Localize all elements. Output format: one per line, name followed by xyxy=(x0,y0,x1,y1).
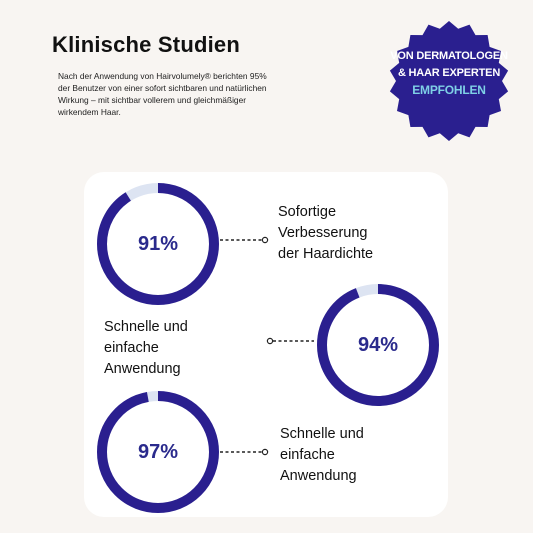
badge-seal-icon xyxy=(389,21,509,141)
stat-ring-1: 91% xyxy=(94,180,222,308)
connector-line xyxy=(220,448,269,456)
stat-label: Schnelle und einfache Anwendung xyxy=(280,426,364,484)
connector-line xyxy=(266,337,314,345)
badge-line-1: VON DERMATOLOGEN xyxy=(390,50,508,62)
stat-value: 94% xyxy=(357,333,399,356)
connector-line xyxy=(220,236,269,244)
stat-ring-2: 94% xyxy=(314,281,442,409)
ring-progress xyxy=(317,284,439,406)
stat-value: 97% xyxy=(137,440,179,463)
ring-progress xyxy=(97,391,219,513)
stat-label: Sofortige Verbesserung der Haardichte xyxy=(278,204,374,262)
recommendation-badge: VON DERMATOLOGEN & HAAR EXPERTEN EMPFOHL… xyxy=(388,20,510,142)
stat-label: Schnelle und einfache Anwendung xyxy=(104,319,188,377)
badge-line-2: & HAAR EXPERTEN xyxy=(397,67,501,79)
badge-line-3: EMPFOHLEN xyxy=(412,83,486,97)
stat-value: 91% xyxy=(137,232,179,255)
intro-text: Nach der Anwendung von Hairvolumely® ber… xyxy=(58,71,267,117)
stats-card: 91% Sofortige Verbesserung der Haardicht… xyxy=(84,172,448,517)
page-title: Klinische Studien xyxy=(52,32,240,57)
ring-progress xyxy=(97,183,219,305)
stat-ring-3: 97% xyxy=(94,388,222,516)
